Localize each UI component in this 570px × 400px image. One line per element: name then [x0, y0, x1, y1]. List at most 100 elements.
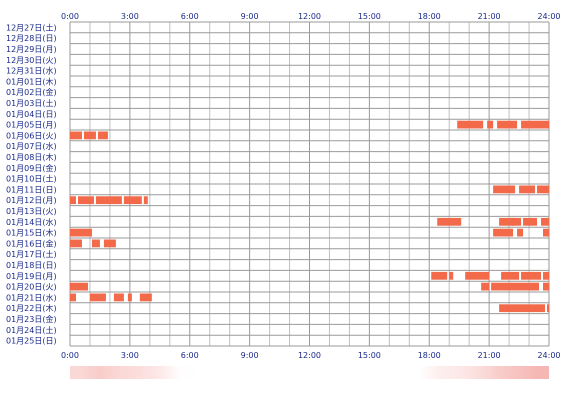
- activity-bar: [431, 271, 448, 280]
- activity-bar: [543, 228, 549, 237]
- activity-bar: [481, 282, 490, 291]
- day-label: 01月04日(日): [6, 110, 57, 119]
- day-label: 12月27日(土): [6, 22, 57, 32]
- day-label: 01月10日(土): [6, 174, 57, 184]
- x-tick-label-bottom: 6:00: [181, 351, 199, 360]
- x-tick-label-top: 18:00: [418, 12, 441, 21]
- activity-bar: [523, 217, 538, 226]
- day-label: 01月21日(水): [6, 292, 57, 302]
- x-tick-label-bottom: 0:00: [61, 351, 79, 360]
- grid: [69, 21, 550, 347]
- activity-bar: [521, 271, 542, 280]
- x-tick-label-bottom: 24:00: [537, 351, 560, 360]
- activity-bar: [491, 282, 540, 291]
- x-tick-label-bottom: 21:00: [478, 351, 501, 360]
- activity-bar: [70, 196, 76, 205]
- x-tick-label-bottom: 12:00: [298, 351, 321, 360]
- activity-bar: [113, 293, 124, 302]
- activity-bar: [457, 120, 484, 129]
- activity-bar: [70, 228, 92, 237]
- density-bar: [70, 366, 549, 379]
- activity-bar: [543, 282, 549, 291]
- day-label: 01月13日(火): [6, 207, 57, 216]
- activity-bar: [127, 293, 132, 302]
- activity-bar: [70, 293, 76, 302]
- x-tick-label-top: 15:00: [358, 12, 381, 21]
- activity-bar: [487, 120, 494, 129]
- activity-bar: [89, 293, 106, 302]
- activity-bar: [465, 271, 490, 280]
- activity-bar: [143, 196, 148, 205]
- x-tick-label-bottom: 15:00: [358, 351, 381, 360]
- activity-bar: [91, 239, 100, 248]
- x-axis-top: 0:00 3:00 6:00 9:00 12:00 15:00 18:00 21:00 24:0…: [61, 12, 561, 21]
- day-label: 01月25日(日): [6, 337, 57, 346]
- day-label: 12月31日(水): [6, 66, 57, 76]
- day-label: 01月12日(月): [6, 196, 57, 205]
- x-tick-label-top: 6:00: [181, 12, 199, 21]
- density-strip: [70, 366, 549, 379]
- x-tick-label-top: 0:00: [61, 12, 79, 21]
- activity-bar: [493, 185, 516, 194]
- day-label: 01月08日(木): [6, 152, 57, 162]
- x-tick-label-top: 24:00: [537, 12, 560, 21]
- activity-bar: [123, 196, 142, 205]
- activity-bar: [497, 120, 518, 129]
- activity-bar: [521, 120, 549, 129]
- activity-bar: [103, 239, 116, 248]
- day-label: 01月15日(木): [6, 228, 57, 238]
- day-label: 01月07日(水): [6, 141, 57, 151]
- day-label: 01月24日(土): [6, 325, 57, 335]
- day-label: 01月05日(月): [6, 121, 57, 130]
- activity-bar: [499, 304, 546, 313]
- activity-bar: [541, 217, 549, 226]
- activity-bar: [83, 131, 96, 140]
- x-tick-label-bottom: 3:00: [121, 351, 139, 360]
- day-label: 01月06日(火): [6, 131, 57, 140]
- day-label: 01月02日(金): [6, 87, 57, 97]
- activity-bar: [449, 271, 454, 280]
- x-tick-label-top: 12:00: [298, 12, 321, 21]
- day-label: 01月19日(月): [6, 272, 57, 281]
- activity-bar: [70, 282, 88, 291]
- x-tick-label-top: 3:00: [121, 12, 139, 21]
- activity-bar: [70, 239, 82, 248]
- day-label: 01月14日(水): [6, 217, 57, 227]
- activity-bar: [517, 228, 524, 237]
- activity-bar: [70, 131, 82, 140]
- activity-bar: [97, 131, 108, 140]
- day-label: 12月29日(月): [6, 45, 57, 54]
- activity-bar: [547, 304, 549, 313]
- activity-bar: [511, 217, 516, 226]
- activity-marks: [70, 120, 549, 313]
- day-label: 12月28日(日): [6, 34, 57, 43]
- activity-bar: [139, 293, 152, 302]
- activity-bar: [437, 217, 462, 226]
- day-label: 01月11日(日): [6, 185, 57, 194]
- day-label: 01月23日(金): [6, 314, 57, 324]
- activity-bar: [537, 185, 549, 194]
- x-tick-label-top: 21:00: [478, 12, 501, 21]
- day-label: 01月18日(日): [6, 261, 57, 270]
- day-label: 01月01日(木): [6, 76, 57, 86]
- day-label: 01月20日(火): [6, 283, 57, 292]
- x-axis-bottom: 0:00 3:00 6:00 9:00 12:00 15:00 18:00 21:00 24:0…: [61, 351, 561, 360]
- x-tick-label-top: 9:00: [241, 12, 259, 21]
- day-label: 01月22日(木): [6, 303, 57, 313]
- activity-bar: [95, 196, 122, 205]
- day-label: 01月09日(金): [6, 163, 57, 173]
- activity-bar: [519, 185, 536, 194]
- day-label: 01月16日(金): [6, 238, 57, 248]
- y-axis-day-labels: 12月27日(土) 12月28日(日) 12月29日(月) 12月30日(火)12月3…: [6, 22, 57, 345]
- day-label: 01月17日(土): [6, 249, 57, 259]
- activity-bar: [493, 228, 514, 237]
- day-label: 12月30日(火): [6, 56, 57, 65]
- day-label: 01月03日(土): [6, 98, 57, 108]
- x-tick-label-bottom: 9:00: [241, 351, 259, 360]
- activity-bar: [499, 217, 522, 226]
- activity-bar: [543, 271, 549, 280]
- activity-bar: [501, 271, 520, 280]
- activity-bar: [77, 196, 94, 205]
- x-tick-label-bottom: 18:00: [418, 351, 441, 360]
